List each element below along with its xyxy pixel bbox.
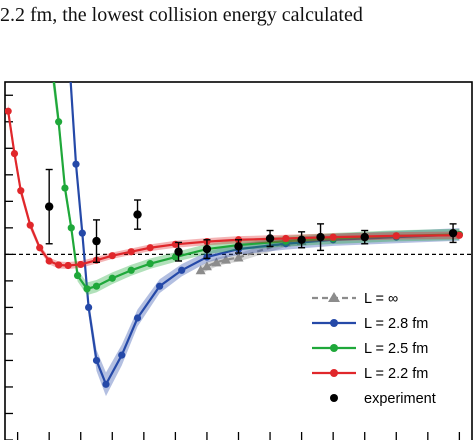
series-layer: [5, 39, 463, 397]
plot-frame: [4, 81, 473, 440]
data-point: [202, 244, 212, 254]
data-point: [448, 228, 458, 238]
data-point: [36, 244, 44, 252]
data-point: [201, 261, 212, 271]
data-point: [392, 232, 400, 240]
legend-label: L = 2.2 fm: [364, 366, 428, 382]
legend-marker: [330, 319, 338, 327]
data-point: [46, 39, 53, 46]
data-point: [127, 266, 135, 274]
data-point: [78, 229, 86, 237]
data-point: [127, 248, 135, 256]
data-point: [45, 257, 53, 265]
data-point: [133, 210, 142, 219]
data-point: [92, 356, 101, 365]
data-point: [282, 234, 290, 243]
data-point: [146, 260, 154, 268]
data-point: [17, 187, 25, 195]
data-point: [67, 224, 75, 232]
data-point: [102, 380, 110, 388]
data-point: [92, 236, 101, 246]
data-point: [118, 351, 126, 359]
data-point: [455, 231, 463, 239]
data-point: [195, 265, 206, 275]
legend-label: L = ∞: [364, 291, 398, 307]
data-point: [92, 282, 101, 290]
data-point: [133, 314, 142, 322]
data-point: [72, 160, 80, 168]
data-point: [44, 202, 54, 211]
data-point: [360, 232, 369, 242]
data-point: [55, 261, 63, 269]
caption-text: 2.2 fm, the lowest collision energy calc…: [0, 4, 363, 26]
data-point: [65, 39, 72, 46]
data-point: [233, 252, 244, 262]
series-line: [7, 111, 460, 267]
data-point: [61, 184, 69, 192]
data-point: [220, 254, 231, 264]
data-point: [316, 232, 325, 242]
data-point: [211, 257, 222, 267]
data-point: [10, 150, 19, 158]
axis-ticks: [5, 94, 461, 440]
legend-marker: [328, 292, 340, 302]
series-band: [52, 82, 460, 296]
data-point: [108, 274, 116, 282]
data-point: [178, 266, 186, 274]
data-point: [234, 242, 243, 251]
data-point: [174, 247, 183, 256]
data-point: [83, 285, 91, 293]
legend-marker: [330, 394, 338, 402]
legend-label: L = 2.5 fm: [364, 341, 428, 357]
legend-label: L = 2.8 fm: [364, 316, 428, 332]
data-point: [265, 234, 275, 243]
data-point: [73, 271, 82, 280]
legend: L = ∞ L = 2.8 fm L = 2.5 fm L = 2.2 fm exper…: [312, 291, 436, 407]
legend-marker: [330, 344, 338, 352]
data-point: [64, 261, 72, 270]
legend-label: experiment: [364, 391, 436, 407]
data-point: [108, 252, 116, 260]
series-band: [200, 236, 302, 275]
data-point: [297, 235, 306, 244]
data-point: [55, 118, 63, 126]
data-point: [77, 260, 85, 269]
legend-marker: [330, 369, 338, 377]
data-point: [146, 244, 154, 252]
data-point: [5, 107, 12, 115]
data-point: [329, 233, 337, 241]
series-line: [69, 82, 460, 387]
data-point: [26, 221, 34, 229]
data-point: [85, 303, 93, 312]
data-point: [156, 282, 164, 290]
series-band: [69, 82, 460, 397]
